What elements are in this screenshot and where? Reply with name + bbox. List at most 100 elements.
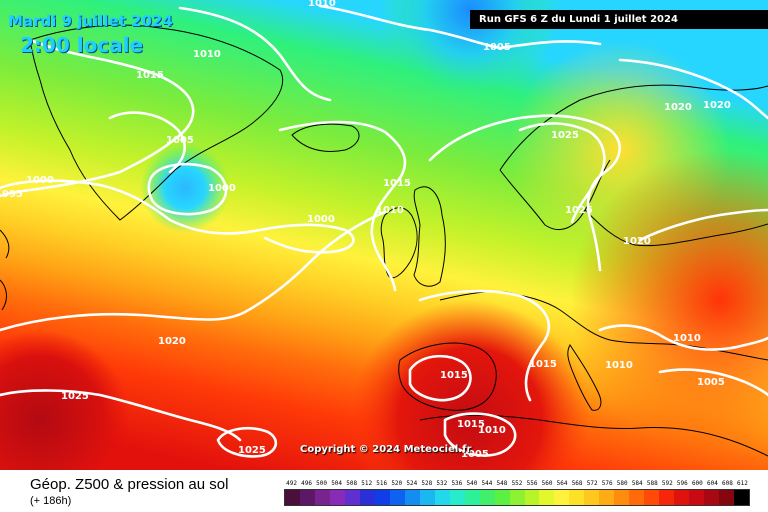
forecast-time: 2:00 locale: [20, 33, 144, 57]
isobar-label: 1005: [697, 377, 725, 388]
scale-tick-label: 508: [346, 480, 358, 487]
scale-tick-label: 608: [722, 480, 733, 487]
isobar-label: 1005: [483, 42, 511, 53]
scale-swatch: [569, 490, 585, 505]
scale-swatch: [704, 490, 720, 505]
scale-swatch: [329, 490, 345, 505]
isobar-label: 995: [2, 189, 23, 200]
scale-tick-label: 564: [556, 480, 568, 487]
scale-swatch: [389, 490, 405, 505]
scale-tick-label: 516: [376, 480, 388, 487]
isobar-1020-scandinavia: [428, 114, 621, 272]
scale-swatch: [479, 490, 495, 505]
scale-tick-label: 532: [436, 480, 448, 487]
isobar-label: 1005: [166, 135, 194, 146]
isobar-label: 1010: [308, 0, 336, 9]
scale-tick-label: 496: [301, 480, 312, 487]
scale-tick-label: 492: [286, 480, 297, 487]
isobar-label: 1025: [238, 445, 266, 456]
scale-tick-label: 596: [676, 480, 688, 487]
iceland-coast: [291, 123, 360, 152]
isobar-1005-greenland: [108, 111, 186, 174]
isobar-1015-france: [418, 289, 551, 402]
scale-tick-label: 540: [466, 480, 478, 487]
isobar-label: 1015: [457, 419, 485, 430]
scale-swatch: [344, 490, 360, 505]
copyright-notice: Copyright © 2024 Meteociel.fr: [300, 444, 472, 455]
isobar-label: 1010: [193, 49, 221, 60]
isobar-label: 1025: [551, 130, 579, 141]
color-scale: 492 496 500 504 508 512 516 520 524 528 532 536 540 5…: [284, 479, 750, 506]
isobar-label: 1020: [623, 236, 651, 247]
britain-coast: [413, 186, 446, 287]
isobar-1025-closed: [216, 426, 278, 458]
scale-swatch: [659, 490, 675, 505]
scale-swatch: [494, 490, 510, 505]
scale-tick-label: 592: [661, 480, 673, 487]
isobar-label: 1015: [383, 178, 411, 189]
scale-tick-label: 504: [331, 480, 343, 487]
scale-tick-label: 512: [361, 480, 373, 487]
isobar-label: 1020: [703, 100, 731, 111]
scale-tick-label: 572: [586, 480, 598, 487]
scale-tick-label: 580: [616, 480, 628, 487]
isobar-1015-atlantic: [278, 120, 407, 292]
isobar-labels: 1010 1005 1010 1015 1005 1000 995 1000 1…: [2, 0, 731, 460]
scale-tick-label: 536: [451, 480, 463, 487]
scale-swatch: [524, 490, 540, 505]
scale-tick-label: 560: [541, 480, 553, 487]
isobar-label: 1000: [26, 175, 54, 186]
isobar-label: 1020: [158, 336, 186, 347]
isobar-label: 1000: [208, 183, 236, 194]
scale-swatch: [404, 490, 420, 505]
scale-swatch: [539, 490, 555, 505]
scale-swatch: [299, 490, 315, 505]
isobar-label: 1015: [440, 370, 468, 381]
scale-tick-label: 524: [406, 480, 418, 487]
color-scale-ticks: 492 496 500 504 508 512 516 520 524 528 532 536 540 5…: [284, 479, 750, 489]
isobar-1010-africa: [443, 412, 517, 457]
isobar-1000-low: [147, 162, 228, 216]
scale-tick-label: 604: [706, 480, 718, 487]
isobar-label: 1015: [529, 359, 557, 370]
scale-tick-label: 600: [691, 480, 703, 487]
scale-swatch: [464, 490, 480, 505]
model-run-banner: Run GFS 6 Z du Lundi 1 juillet 2024: [470, 10, 768, 29]
isobar-label: 1010: [673, 333, 701, 344]
isobar-1010-italy: [598, 324, 768, 351]
isobars: [0, 4, 768, 458]
isobar-1020-northeast: [618, 58, 768, 120]
map-svg: 1010 1005 1010 1015 1005 1000 995 1000 1…: [0, 0, 768, 470]
scale-swatch: [689, 490, 705, 505]
scale-swatch: [629, 490, 645, 505]
scale-tick-label: 544: [481, 480, 493, 487]
italy-coast: [567, 344, 602, 411]
iberia-coast: [398, 342, 497, 411]
isobar-label: 1010: [478, 425, 506, 436]
scale-swatch: [434, 490, 450, 505]
isobar-1020-atlantic: [0, 210, 387, 332]
isobar-1020-east: [638, 208, 768, 242]
isobar-label: 1025: [565, 205, 593, 216]
scale-swatch: [359, 490, 375, 505]
color-scale-swatches: [284, 489, 750, 506]
scale-swatch: [584, 490, 600, 505]
isobar-1025-scandinavia: [518, 122, 606, 224]
greenland-coast: [29, 24, 284, 221]
scale-tick-label: 576: [601, 480, 613, 487]
isobar-label: 1010: [605, 360, 633, 371]
scandinavia-south-coast: [499, 159, 611, 230]
isobar-label: 1020: [664, 102, 692, 113]
scale-tick-label: 568: [571, 480, 583, 487]
product-title: Géop. Z500 & pression au sol: [30, 476, 229, 493]
scale-swatch: [599, 490, 615, 505]
forecast-range: (+ 186h): [30, 495, 72, 507]
scale-swatch: [554, 490, 570, 505]
scale-tick-label: 500: [316, 480, 327, 487]
isobar-1015-iberia: [408, 354, 472, 402]
isobar-label: 1025: [61, 391, 89, 402]
scale-swatch: [719, 490, 735, 505]
forecast-date: Mardi 9 juillet 2024: [8, 12, 173, 30]
geopotential-map: 1010 1005 1010 1015 1005 1000 995 1000 1…: [0, 0, 768, 470]
